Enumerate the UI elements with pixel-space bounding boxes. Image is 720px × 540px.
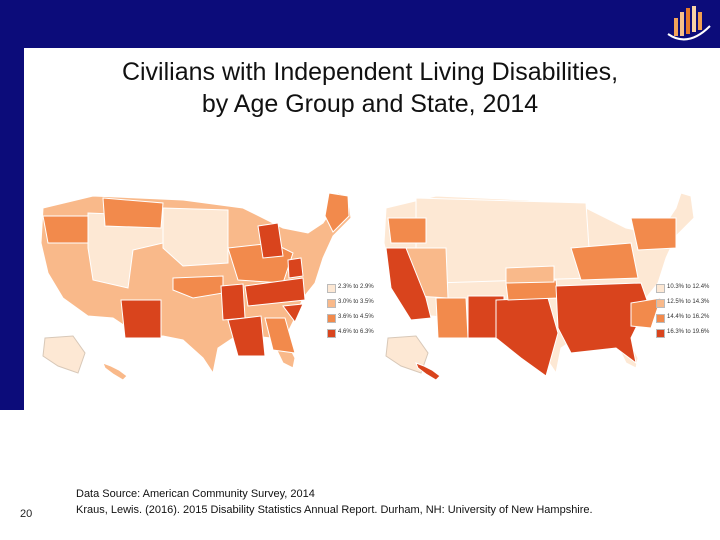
legend-label: 3.0% to 3.5%	[338, 299, 374, 305]
state-west-virginia	[287, 257, 304, 279]
state-midwest	[227, 242, 294, 284]
state-alaska	[42, 335, 86, 374]
state-northeast	[630, 217, 677, 251]
state-michigan	[257, 222, 284, 259]
state-oregon	[42, 215, 89, 244]
slide-title: Civilians with Independent Living Disabi…	[30, 56, 710, 120]
state-arizona	[435, 297, 469, 339]
legend-swatch	[656, 314, 665, 323]
state-region-light-plains	[162, 207, 229, 267]
legend-label: 14.4% to 16.2%	[667, 314, 710, 320]
state-montana	[102, 197, 164, 229]
legend-label: 2.3% to 2.9%	[338, 284, 374, 290]
state-texas	[495, 297, 559, 377]
state-mississippi-alabama	[227, 315, 266, 357]
state-california	[385, 247, 432, 321]
legend-swatch	[327, 314, 336, 323]
legend-label: 16.3% to 19.6%	[667, 329, 710, 335]
source-line-1: Data Source: American Community Survey, …	[76, 488, 315, 500]
legend-swatch	[327, 299, 336, 308]
state-kansas	[505, 265, 555, 284]
legend-label: 10.3% to 12.4%	[667, 284, 710, 290]
bar-chart-logo-icon	[667, 6, 711, 41]
legend-label: 3.6% to 4.5%	[338, 314, 374, 320]
state-midwest	[570, 242, 639, 281]
state-oregon	[387, 217, 427, 244]
legend-swatch	[656, 284, 665, 293]
legend-label: 4.6% to 6.3%	[338, 329, 374, 335]
state-southeast	[555, 282, 649, 365]
state-maine	[324, 192, 350, 233]
legend-swatch	[656, 329, 665, 338]
state-new-mexico	[120, 299, 162, 339]
legend-swatch	[656, 299, 665, 308]
title-line-2: by Age Group and State, 2014	[201, 90, 539, 118]
legend-swatch	[327, 329, 336, 338]
state-hawaii	[415, 362, 441, 381]
us-map-right	[383, 192, 695, 381]
legend-swatch	[327, 284, 336, 293]
state-oklahoma	[172, 275, 224, 299]
title-line-1: Civilians with Independent Living Disabi…	[121, 58, 619, 86]
header-bar	[0, 0, 720, 48]
page-number: 20	[20, 508, 33, 520]
state-south-carolina	[282, 303, 304, 323]
us-map-left	[40, 192, 352, 381]
state-carolinas	[630, 297, 662, 329]
state-hawaii	[102, 362, 128, 381]
legend-label: 12.5% to 14.3%	[667, 299, 710, 305]
source-line-2: Kraus, Lewis. (2016). 2015 Disability St…	[76, 504, 593, 516]
state-tennessee-kentucky	[244, 277, 306, 307]
side-bar-wedge	[0, 330, 24, 410]
data-source: Data Source: American Community Survey, …	[76, 486, 593, 518]
state-georgia	[264, 317, 296, 354]
state-arkansas	[220, 283, 246, 321]
